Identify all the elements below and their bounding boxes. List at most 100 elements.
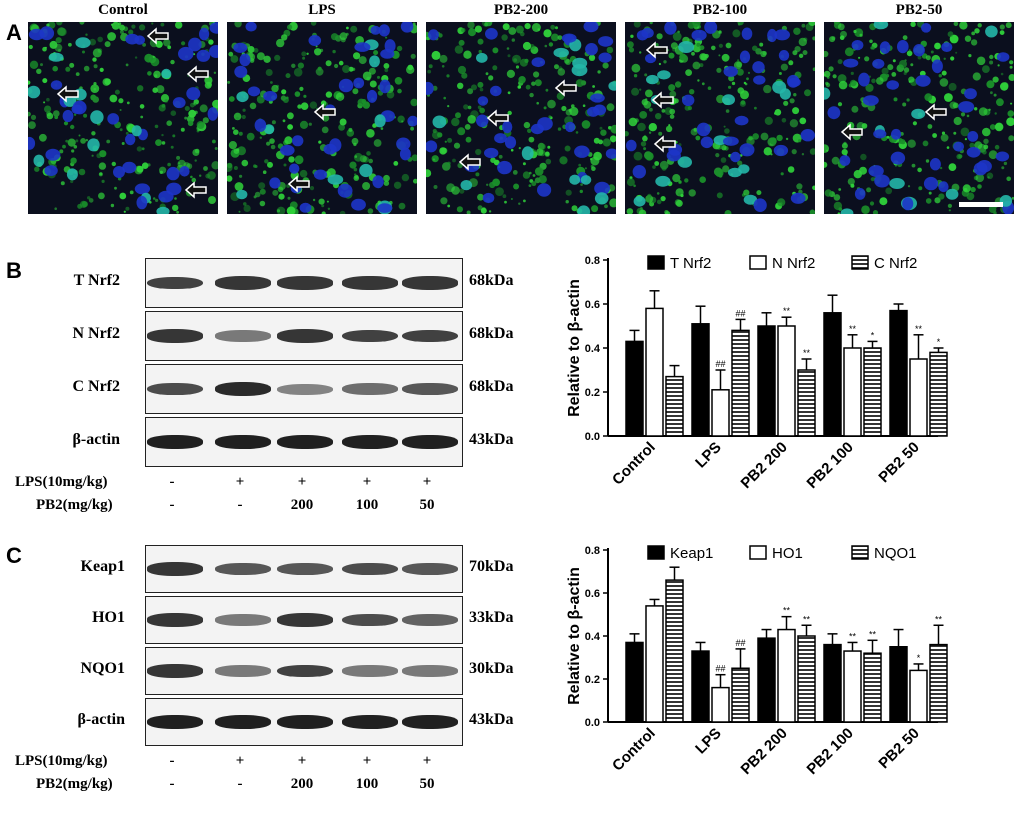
x-tick-label: PB2 200 — [738, 439, 791, 492]
nucleus — [33, 154, 45, 167]
significance-label: ** — [803, 614, 811, 624]
legend-label: HO1 — [772, 545, 803, 562]
micrograph-pb2-50 — [824, 22, 1014, 214]
blot-strip — [145, 596, 463, 644]
bar — [909, 669, 928, 723]
nucleus — [778, 50, 790, 61]
y-tick-label: 0.8 — [585, 545, 600, 557]
bar — [863, 652, 882, 723]
legend-swatch — [647, 255, 665, 270]
nucleus — [580, 175, 592, 185]
nucleus — [741, 27, 753, 40]
nucleus — [354, 42, 371, 52]
nucleus — [476, 52, 488, 63]
significance-label: ** — [849, 631, 857, 641]
dose-value: + — [235, 753, 245, 769]
protein-band — [342, 329, 398, 343]
nucleus — [704, 22, 718, 34]
significance-label: ## — [715, 359, 725, 369]
nucleus — [953, 141, 964, 152]
y-tick-label: 0.2 — [585, 674, 600, 686]
nucleus — [739, 143, 755, 157]
nucleus — [236, 91, 249, 103]
nucleus — [921, 23, 932, 33]
significance-label: ** — [803, 348, 811, 358]
protein-band — [147, 562, 203, 576]
nucleus — [338, 78, 354, 93]
dose-value: 200 — [290, 776, 314, 792]
blot-row-label: N Nrf2 — [72, 325, 120, 342]
nucleus — [407, 115, 417, 127]
dose-value: + — [422, 474, 432, 490]
blot-row-label: C Nrf2 — [72, 378, 120, 395]
nucleus — [239, 53, 251, 67]
left-arrow-icon — [146, 27, 169, 45]
protein-band — [215, 614, 271, 626]
nucleus — [967, 131, 979, 142]
nucleus — [247, 86, 261, 97]
nucleus — [280, 144, 295, 156]
nucleus — [188, 37, 202, 52]
dose-value: 100 — [355, 497, 379, 513]
nucleus — [858, 72, 870, 87]
panel-letter-b: B — [6, 258, 22, 283]
x-tick-label: PB2 100 — [804, 439, 857, 492]
protein-band — [342, 715, 398, 729]
nucleus — [131, 125, 142, 137]
molecular-weight-label: 33kDa — [469, 609, 514, 626]
y-tick-label: 0.8 — [585, 255, 600, 267]
nucleus — [178, 46, 194, 61]
nucleus — [571, 64, 588, 77]
molecular-weight-label: 68kDa — [469, 378, 514, 395]
bar — [777, 325, 796, 437]
nucleus — [843, 58, 859, 68]
significance-label: ** — [869, 629, 877, 639]
nucleus — [28, 136, 36, 150]
nucleus — [263, 124, 275, 135]
bar — [863, 347, 882, 437]
dose-value: 50 — [419, 497, 435, 513]
bar — [889, 309, 908, 437]
dose-value: - — [169, 474, 175, 490]
y-tick-label: 0.6 — [585, 299, 600, 311]
protein-band — [147, 664, 203, 678]
micrograph-title-control: Control — [98, 2, 148, 18]
nucleus — [490, 85, 502, 97]
nucleus — [353, 77, 365, 89]
nucleus — [374, 114, 386, 128]
nucleus — [134, 183, 150, 195]
protein-band — [342, 383, 398, 395]
nucleus — [790, 192, 806, 204]
nucleus — [44, 165, 58, 177]
protein-band — [402, 435, 458, 449]
nucleus — [995, 151, 1010, 162]
bar — [711, 686, 730, 723]
left-arrow-icon — [186, 65, 209, 83]
bar — [797, 369, 816, 437]
nucleus — [48, 52, 64, 62]
nucleus — [537, 117, 553, 131]
nucleus — [800, 129, 815, 142]
nucleus — [521, 146, 534, 161]
nucleus — [327, 174, 344, 185]
protein-band — [342, 665, 398, 677]
nucleus — [851, 40, 864, 51]
nucleus — [727, 167, 742, 178]
nucleus — [87, 138, 100, 152]
y-axis-label: Relative to β-actin — [566, 567, 583, 705]
nucleus — [308, 35, 322, 46]
nucleus — [502, 120, 513, 134]
nucleus — [700, 136, 714, 149]
nucleus — [730, 151, 741, 163]
blot-strip — [145, 364, 463, 414]
nucleus — [207, 107, 218, 121]
nucleus — [209, 45, 218, 58]
bar — [645, 605, 664, 723]
nucleus — [587, 106, 600, 117]
nucleus — [854, 188, 866, 200]
nucleus — [682, 94, 695, 107]
dose-value: - — [237, 776, 243, 792]
nucleus — [377, 203, 393, 213]
protein-band — [277, 329, 333, 343]
